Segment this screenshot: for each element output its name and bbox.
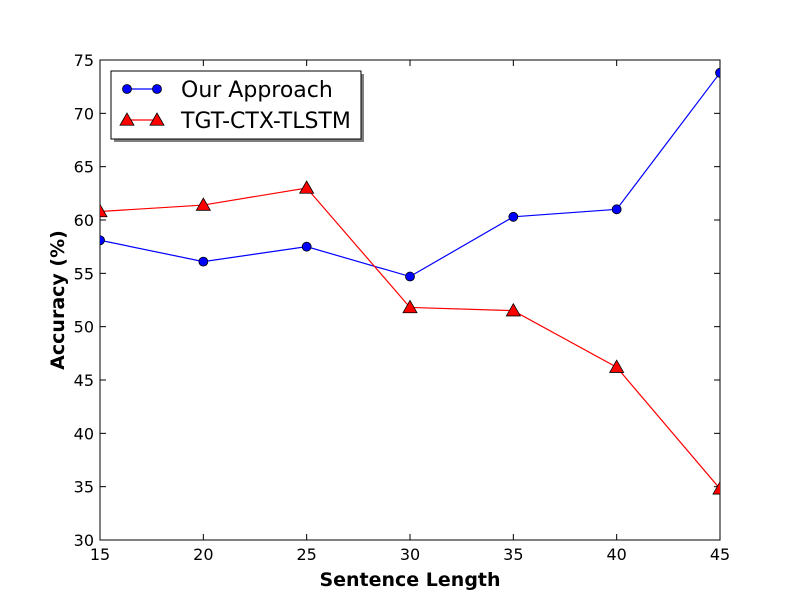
y-tick-label: 40 (74, 424, 94, 443)
legend-box (110, 70, 362, 140)
data-point (195, 197, 212, 211)
x-tick-label: 15 (90, 545, 110, 564)
data-point (505, 302, 522, 317)
legend-label: Our Approach (181, 78, 333, 103)
data-point (611, 204, 622, 215)
legend-marker (149, 112, 165, 126)
legend-marker (119, 112, 135, 126)
data-point (402, 299, 418, 314)
y-axis-title: Accuracy (%) (47, 230, 69, 370)
x-tick-label: 20 (193, 545, 213, 564)
y-tick-label: 65 (74, 158, 94, 177)
x-tick-label: 45 (710, 545, 730, 564)
data-point (405, 271, 415, 282)
y-tick-label: 30 (74, 531, 94, 550)
y-tick-label: 55 (74, 264, 94, 283)
legend-marker (122, 84, 132, 94)
x-axis-title: Sentence Length (319, 569, 500, 591)
data-point (100, 203, 108, 218)
x-tick-label: 25 (296, 545, 316, 564)
x-tick-label: 35 (503, 545, 523, 564)
data-point (608, 359, 625, 373)
data-point (712, 480, 720, 495)
y-tick-label: 60 (74, 211, 94, 230)
legend: Our Approach TGT-CTX-TLSTM (110, 70, 364, 142)
y-tick-label: 45 (74, 371, 94, 390)
series-tgt-ctx-tlstm (100, 180, 720, 495)
data-point (198, 256, 209, 267)
y-tick-label: 50 (74, 318, 94, 337)
data-point (508, 211, 519, 222)
x-tick-label: 40 (606, 545, 626, 564)
series-layer (100, 67, 720, 495)
x-tick-label: 30 (400, 545, 420, 564)
data-point (298, 180, 315, 194)
series-line (100, 187, 720, 490)
y-tick-label: 75 (74, 51, 94, 70)
legend-marker (152, 84, 162, 94)
data-point (301, 241, 312, 252)
legend-label: TGT-CTX-TLSTM (180, 109, 351, 134)
data-point (715, 67, 720, 78)
y-tick-label: 35 (74, 478, 94, 497)
series-our-approach (100, 67, 720, 282)
y-tick-label: 70 (74, 104, 94, 123)
data-point (100, 235, 105, 246)
